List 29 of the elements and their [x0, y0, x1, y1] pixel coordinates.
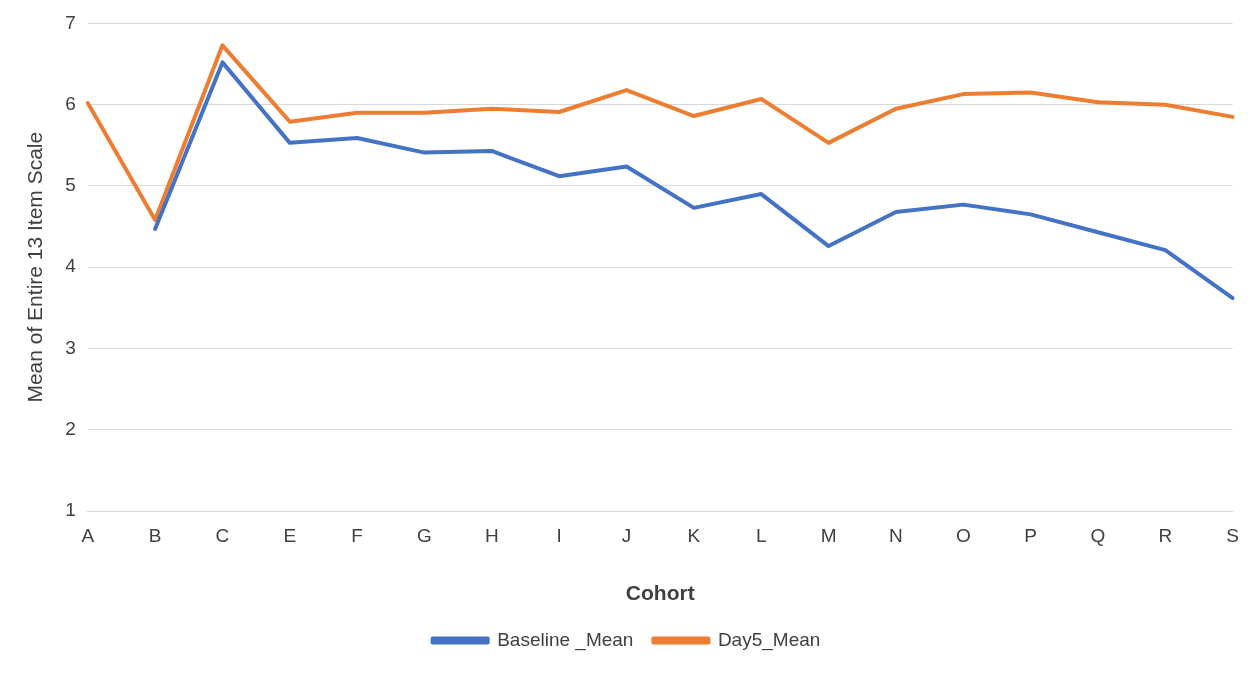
x-tick-label: N — [889, 524, 903, 546]
x-tick-label: H — [484, 524, 499, 546]
x-tick-label: S — [1226, 524, 1240, 546]
x-tick-label: C — [215, 524, 230, 546]
x-tick-label: F — [351, 524, 363, 546]
y-tick-label: 7 — [65, 11, 76, 33]
x-tick-label: Q — [1090, 524, 1106, 546]
y-tick-label: 6 — [65, 92, 76, 114]
legend-label: Baseline _Mean — [497, 628, 634, 651]
x-tick-label: J — [621, 524, 632, 546]
y-tick-label: 5 — [65, 174, 76, 196]
x-tick-label: P — [1024, 524, 1037, 546]
x-tick-label: A — [81, 524, 95, 546]
legend-label: Day5_Mean — [717, 628, 821, 651]
x-tick-label: O — [955, 524, 971, 546]
x-tick-label: I — [556, 524, 562, 546]
x-tick-label: K — [687, 524, 701, 546]
y-tick-label: 1 — [65, 499, 76, 521]
y-tick-label: 2 — [65, 417, 76, 439]
x-tick-label: G — [417, 524, 432, 546]
y-tick-label: 3 — [65, 336, 76, 358]
x-tick-label: B — [148, 524, 162, 546]
x-tick-label: R — [1158, 524, 1173, 546]
y-tick-label: 4 — [65, 255, 77, 277]
x-tick-label: E — [283, 524, 297, 546]
x-tick-label: L — [755, 524, 767, 546]
y-axis-title: Mean of Entire 13 Item Scale — [23, 131, 47, 403]
x-axis-title: Cohort — [625, 581, 695, 605]
x-tick-label: M — [820, 524, 837, 546]
